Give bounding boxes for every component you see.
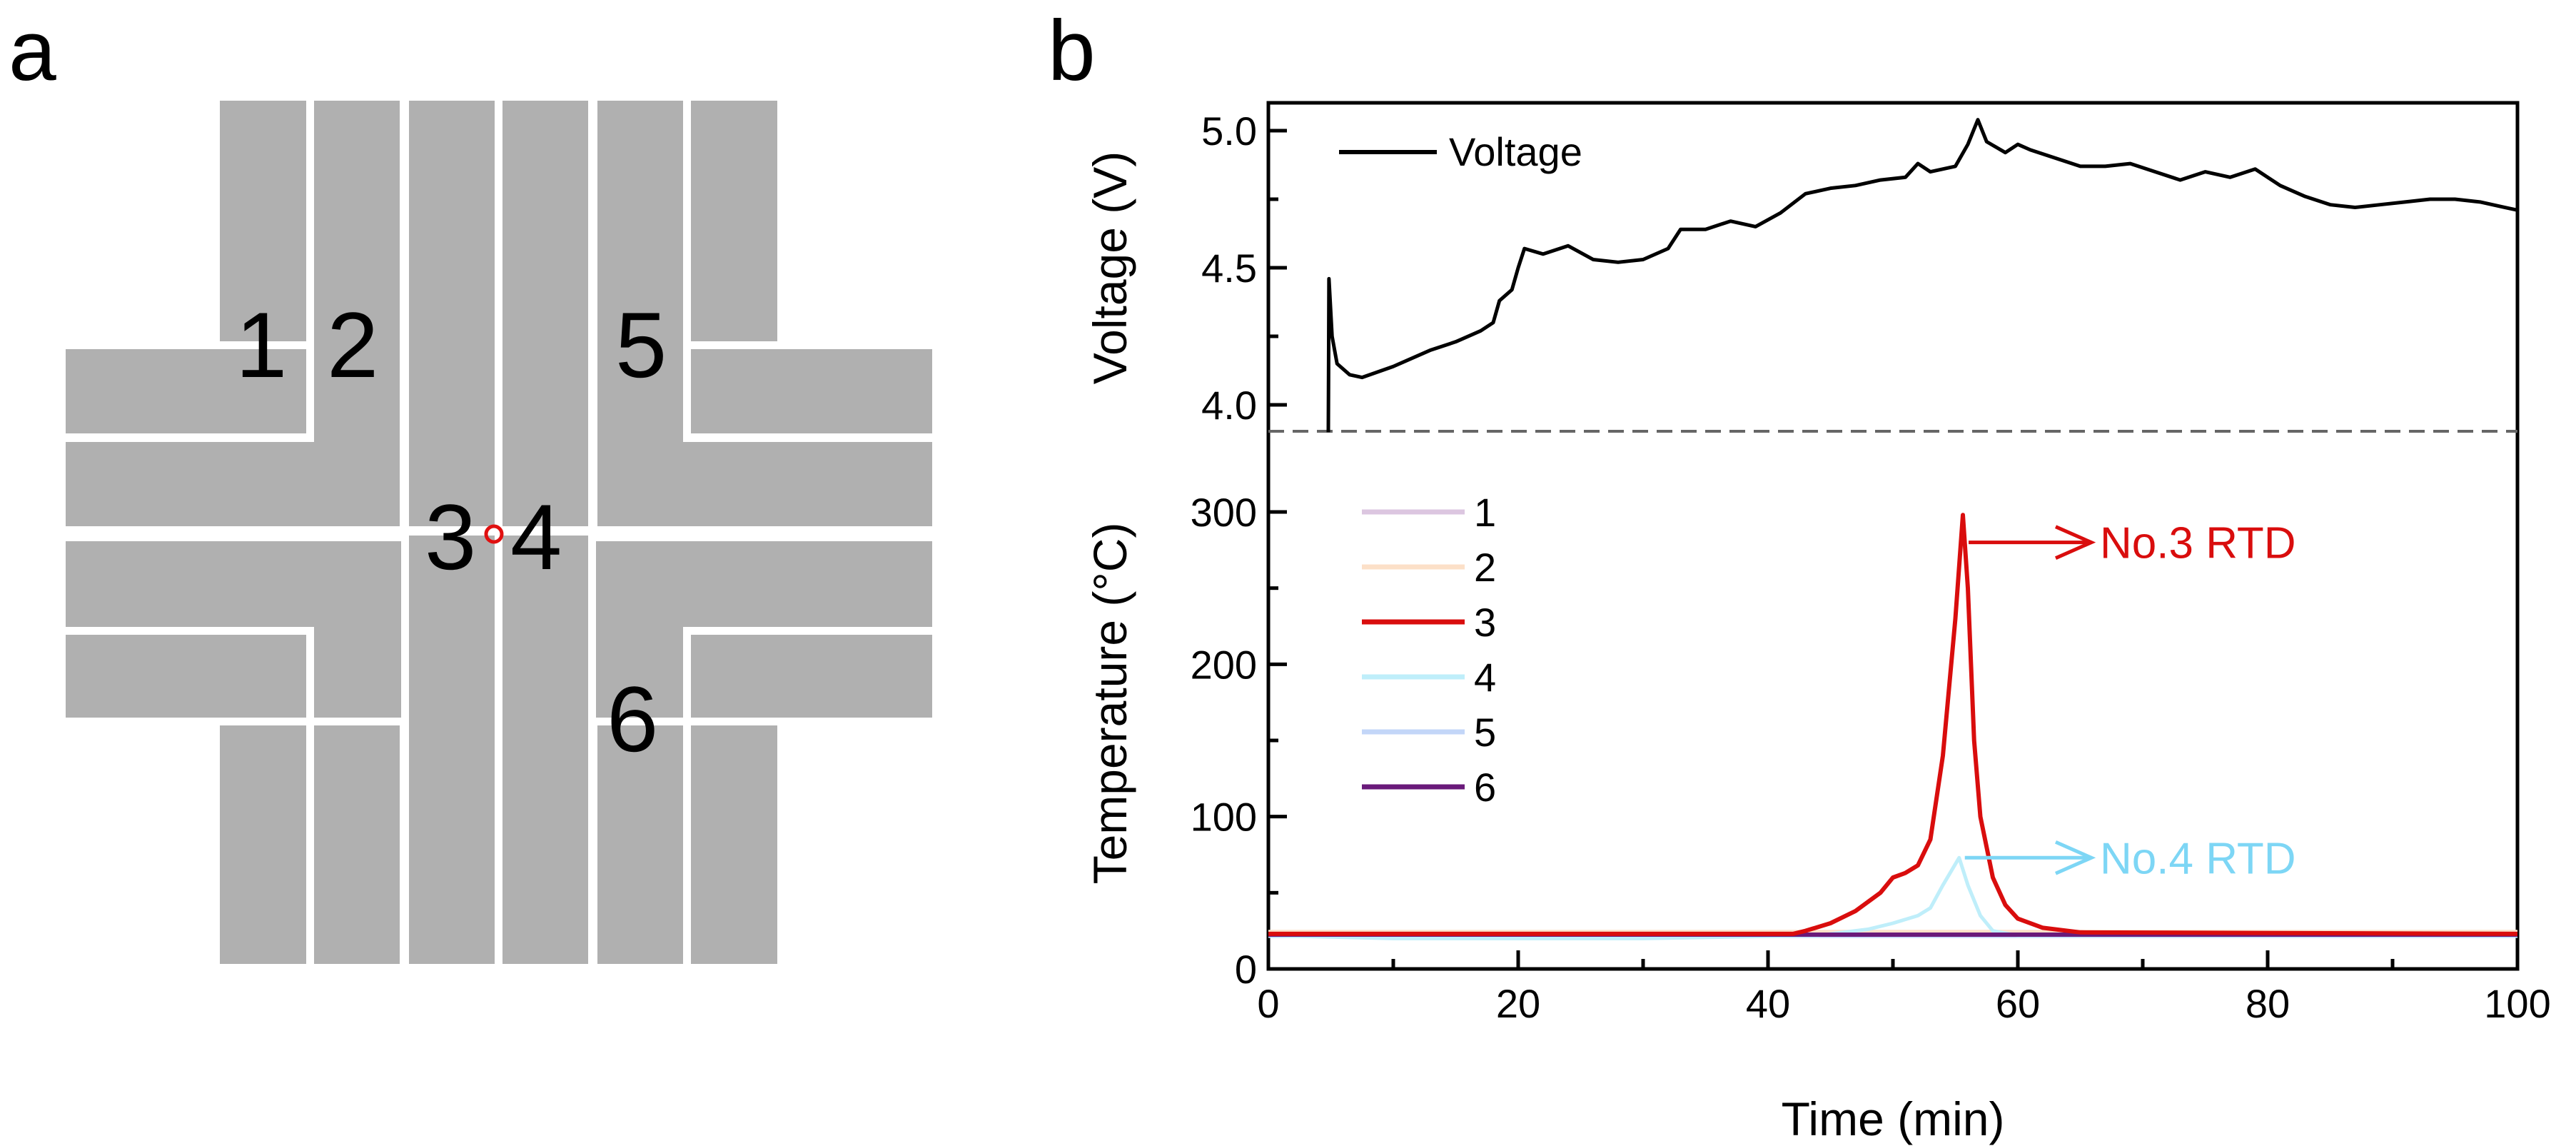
temperature-axis-title: Temperature (°C)	[1084, 523, 1136, 885]
voltage-tick-label: 5.0	[1201, 109, 1257, 154]
sensor-label-4: 4	[510, 485, 562, 589]
panel-letter-a: a	[9, 3, 56, 99]
plot-frame	[1266, 101, 2520, 971]
electrode-pad	[409, 101, 495, 526]
electrode-pad	[597, 725, 683, 964]
electrode-pad	[691, 635, 932, 718]
x-tick-label: 20	[1496, 981, 1540, 1026]
electrode-pad	[502, 101, 588, 526]
voltage-line	[1326, 118, 2518, 433]
temperature-line-3	[1268, 513, 2518, 936]
voltage-axis-title: Voltage (V)	[1084, 151, 1136, 385]
x-tick-label: 40	[1746, 981, 1790, 1026]
electrode-pad	[220, 725, 306, 964]
electrode-pad	[66, 349, 306, 433]
legend-label-1: 1	[1474, 490, 1496, 535]
legend-label-3: 3	[1474, 600, 1496, 645]
panel-letter-b: b	[1048, 3, 1096, 99]
chart-b: 0 20 40 60 80 100 4.0 4.5 5.0 0 100 200 300 Voltage 1 2…	[1191, 101, 2551, 1026]
voltage-tick-label: 4.5	[1201, 246, 1257, 291]
sensor-label-5: 5	[615, 293, 667, 397]
legend-label-2: 2	[1474, 545, 1496, 590]
x-tick-label: 60	[1996, 981, 2040, 1026]
electrode-pad	[691, 349, 932, 433]
electrode-pad	[314, 725, 400, 964]
legend-label-4: 4	[1474, 655, 1496, 700]
electrode-pad	[220, 101, 306, 341]
x-tick-label: 100	[2484, 981, 2550, 1026]
sensor-label-6: 6	[607, 667, 658, 771]
legend-label-voltage: Voltage	[1449, 129, 1582, 174]
electrode-layout	[66, 101, 932, 964]
electrode-pad	[502, 536, 588, 964]
temperature-tick-label: 0	[1235, 947, 1257, 992]
arrow-head-icon	[2054, 525, 2096, 560]
electrode-pad	[597, 442, 932, 526]
legend-label-5: 5	[1474, 710, 1496, 755]
temperature-tick-label: 200	[1191, 642, 1257, 687]
electrode-pad	[596, 541, 683, 718]
heater-marker	[484, 524, 504, 544]
electrode-pad	[409, 536, 495, 964]
annotation-label: No.4 RTD	[2100, 834, 2296, 883]
electrode-pad	[314, 541, 401, 718]
temperature-tick-label: 100	[1191, 795, 1257, 840]
electrode-pad	[691, 725, 777, 964]
sensor-label-1: 1	[236, 293, 287, 397]
x-tick-label: 0	[1257, 981, 1279, 1026]
x-tick-label: 80	[2246, 981, 2290, 1026]
annotation-label: No.3 RTD	[2100, 519, 2296, 568]
electrode-pad	[66, 635, 306, 718]
time-axis-title: Time (min)	[1782, 1092, 2005, 1145]
legend-label-6: 6	[1474, 765, 1496, 810]
temperature-line-4	[1268, 855, 2517, 940]
sensor-label-3: 3	[425, 485, 476, 589]
electrode-pad	[66, 442, 400, 526]
electrode-pad	[691, 101, 777, 341]
sensor-label-2: 2	[327, 293, 378, 397]
voltage-tick-label: 4.0	[1201, 383, 1257, 428]
arrow-head-icon	[2054, 840, 2096, 875]
temperature-tick-label: 300	[1191, 490, 1257, 535]
